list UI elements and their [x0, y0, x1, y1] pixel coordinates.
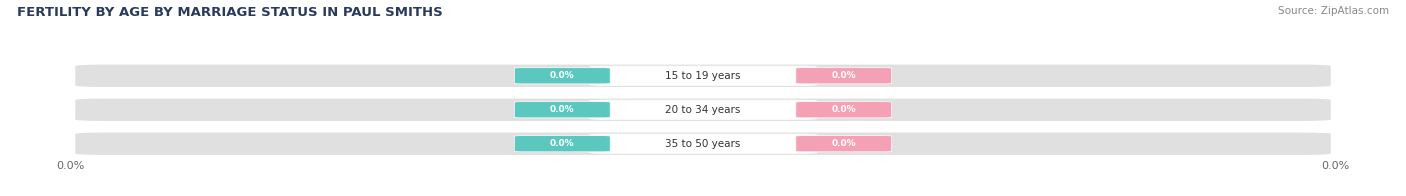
FancyBboxPatch shape: [796, 68, 891, 84]
Text: 35 to 50 years: 35 to 50 years: [665, 139, 741, 149]
FancyBboxPatch shape: [75, 64, 1331, 88]
Text: 0.0%: 0.0%: [1322, 161, 1350, 171]
Text: 0.0%: 0.0%: [550, 105, 575, 114]
FancyBboxPatch shape: [515, 102, 610, 118]
FancyBboxPatch shape: [515, 136, 610, 152]
FancyBboxPatch shape: [589, 134, 817, 153]
FancyBboxPatch shape: [515, 68, 610, 84]
FancyBboxPatch shape: [75, 98, 1331, 122]
Text: 0.0%: 0.0%: [56, 161, 84, 171]
Text: 20 to 34 years: 20 to 34 years: [665, 105, 741, 115]
FancyBboxPatch shape: [589, 66, 817, 85]
FancyBboxPatch shape: [75, 132, 1331, 156]
FancyBboxPatch shape: [796, 102, 891, 118]
Text: FERTILITY BY AGE BY MARRIAGE STATUS IN PAUL SMITHS: FERTILITY BY AGE BY MARRIAGE STATUS IN P…: [17, 6, 443, 19]
Text: Source: ZipAtlas.com: Source: ZipAtlas.com: [1278, 6, 1389, 16]
Text: 15 to 19 years: 15 to 19 years: [665, 71, 741, 81]
Text: 0.0%: 0.0%: [831, 71, 856, 80]
Text: 0.0%: 0.0%: [550, 139, 575, 148]
FancyBboxPatch shape: [589, 100, 817, 119]
FancyBboxPatch shape: [796, 136, 891, 152]
Text: 0.0%: 0.0%: [550, 71, 575, 80]
Text: 0.0%: 0.0%: [831, 105, 856, 114]
Text: 0.0%: 0.0%: [831, 139, 856, 148]
